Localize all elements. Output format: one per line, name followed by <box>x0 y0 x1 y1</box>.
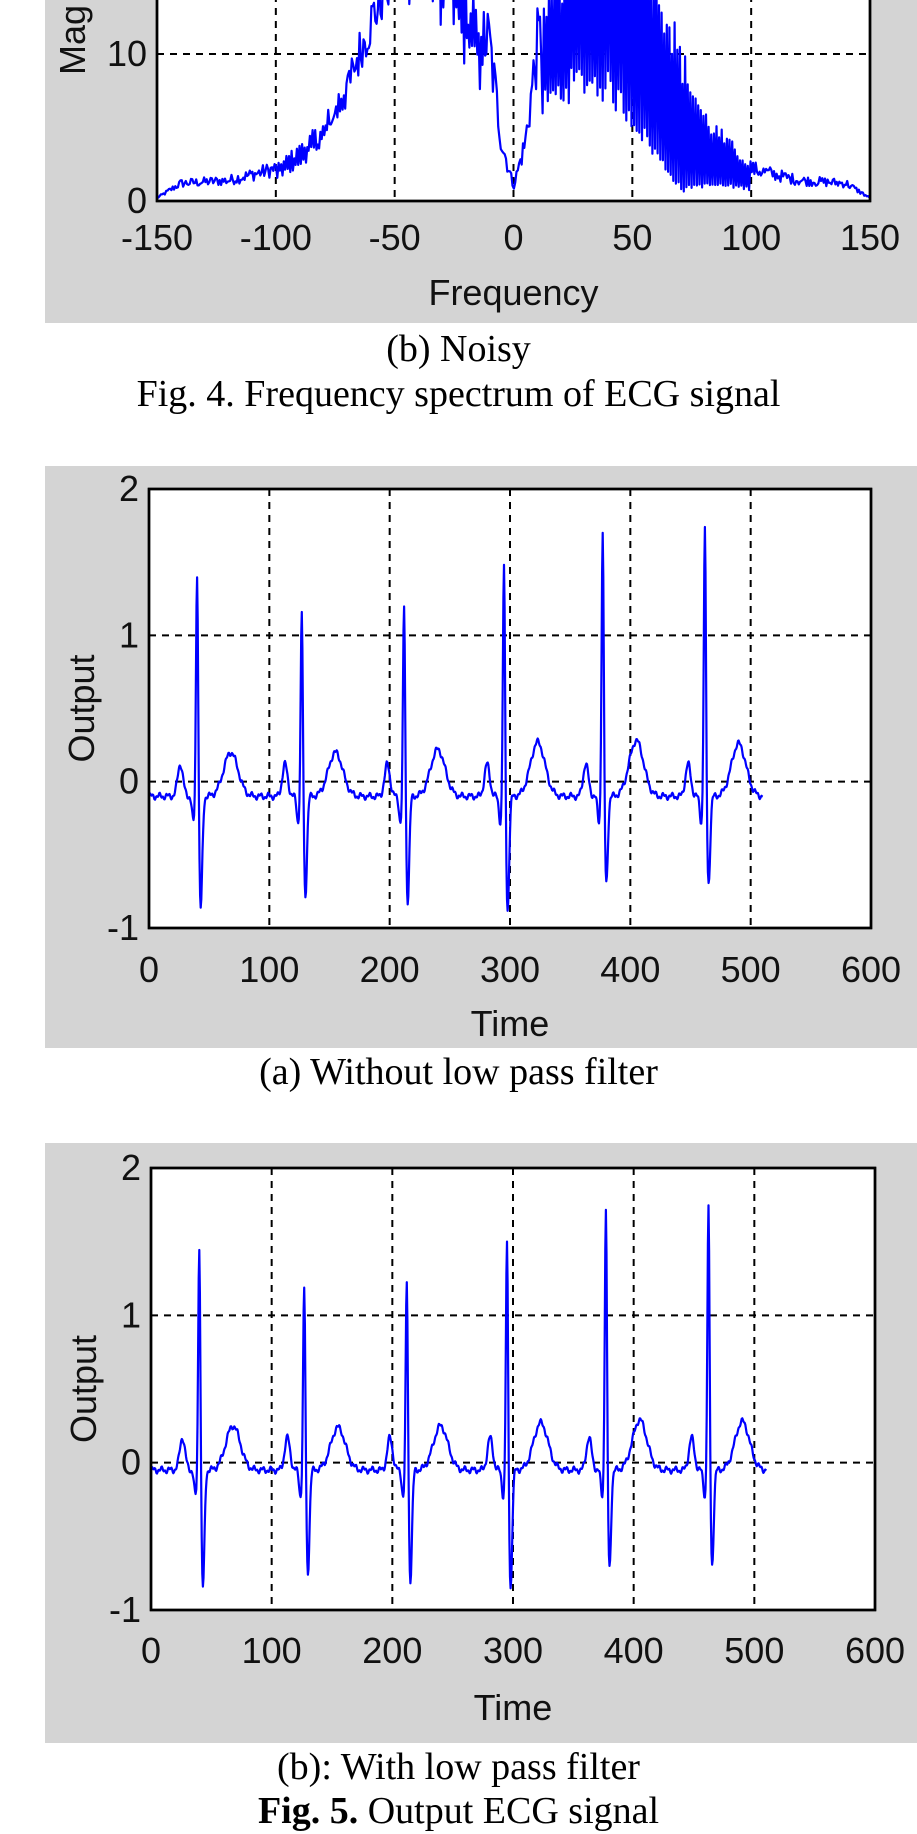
x-tick-label: 150 <box>840 217 900 258</box>
y-axis-label: Mag <box>52 5 93 75</box>
x-tick-label: 600 <box>841 949 901 990</box>
x-tick-label: 0 <box>139 949 159 990</box>
caption-fig5-text: Output ECG signal <box>358 1790 660 1832</box>
ecg-signal-line <box>149 1204 768 1590</box>
caption-fig4: Fig. 4. Frequency spectrum of ECG signal <box>136 373 781 415</box>
x-tick-label: -100 <box>240 217 312 258</box>
x-tick-label: 500 <box>721 949 781 990</box>
x-tick-label: 500 <box>724 1630 784 1671</box>
ecg-without-filter-panel: 0 100 200 300 400 500 600 -1 0 1 2 Time Output <box>45 466 917 1048</box>
caption-fig5-label: Fig. 5. <box>257 1790 359 1832</box>
y-tick-label: 0 <box>127 180 147 221</box>
y-tick-label: 0 <box>119 761 139 802</box>
y-axis-label: Output <box>61 654 102 762</box>
x-tick-label: 100 <box>242 1630 302 1671</box>
caption-fig5: Fig. 5. Output ECG signal <box>0 1792 917 1830</box>
x-tick-label: 300 <box>483 1630 543 1671</box>
spectrum-chart: -150 -100 -50 0 50 100 150 0 10 Frequency Mag <box>52 0 900 313</box>
x-tick-label: 600 <box>845 1630 905 1671</box>
plot-border <box>155 0 872 203</box>
y-tick-label: 1 <box>121 1294 141 1335</box>
x-tick-label: 200 <box>362 1630 422 1671</box>
x-tick-label: -50 <box>369 217 421 258</box>
spectrum-line <box>157 0 870 199</box>
x-tick-label: 400 <box>604 1630 664 1671</box>
caption-fig4-noisy: (b) Noisy <box>386 328 531 370</box>
y-tick-label: 2 <box>121 1147 141 1188</box>
y-axis-label: Output <box>63 1335 104 1443</box>
x-tick-label: 100 <box>721 217 781 258</box>
x-tick-label: 300 <box>480 949 540 990</box>
plot-border <box>147 487 873 930</box>
caption-fig5-a: (a) Without low pass filter <box>259 1051 658 1093</box>
ecg-with-filter-panel: 0 100 200 300 400 500 600 -1 0 1 2 Time Output <box>45 1143 917 1743</box>
x-tick-label: 0 <box>503 217 523 258</box>
y-tick-label: 0 <box>121 1442 141 1483</box>
y-tick-label: 10 <box>107 33 147 74</box>
x-axis-label: Frequency <box>428 272 598 313</box>
y-tick-label: 2 <box>119 468 139 509</box>
y-tick-label: 1 <box>119 614 139 655</box>
x-tick-label: 50 <box>612 217 652 258</box>
ecg-signal-line <box>147 525 764 912</box>
y-tick-label: -1 <box>109 1589 141 1630</box>
y-tick-label: -1 <box>107 907 139 948</box>
x-axis-label: Time <box>471 1003 550 1044</box>
x-axis-label: Time <box>474 1687 553 1728</box>
plot-border <box>149 1166 877 1612</box>
x-tick-label: 200 <box>360 949 420 990</box>
x-tick-label: -150 <box>121 217 193 258</box>
spectrum-chart-panel: -150 -100 -50 0 50 100 150 0 10 Frequency Mag <box>45 0 917 323</box>
x-tick-label: 0 <box>141 1630 161 1671</box>
caption-fig5-b: (b): With low pass filter <box>277 1746 640 1788</box>
x-tick-label: 100 <box>239 949 299 990</box>
x-tick-label: 400 <box>600 949 660 990</box>
